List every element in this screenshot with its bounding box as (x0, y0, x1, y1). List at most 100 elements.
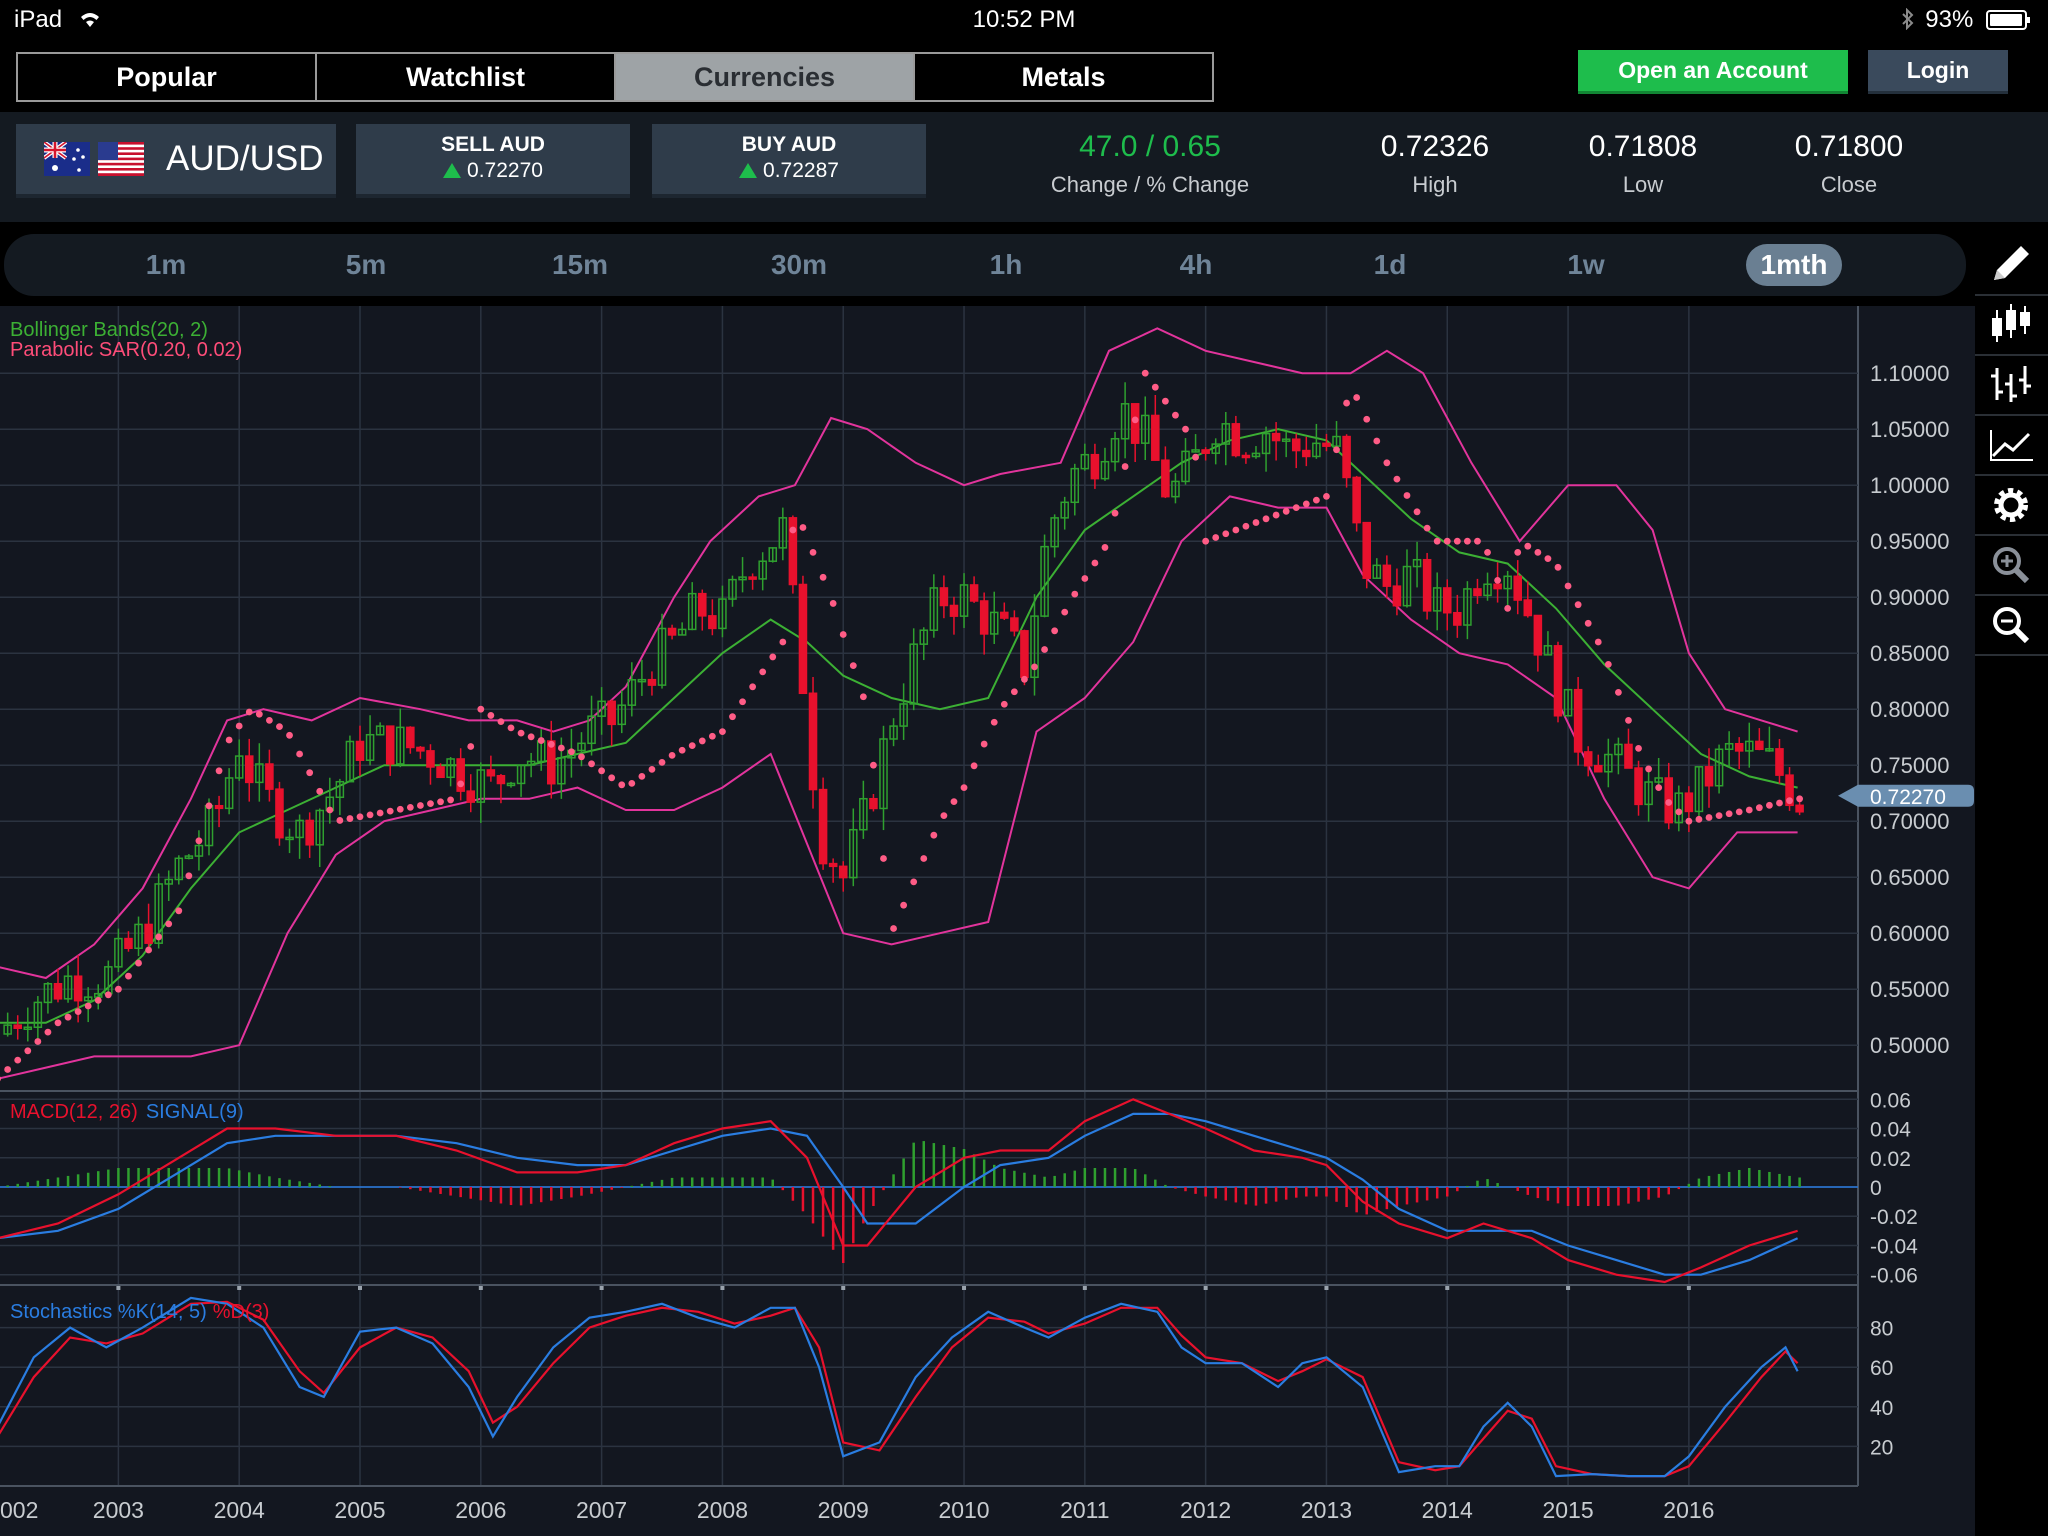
login-button[interactable]: Login (1868, 50, 2008, 94)
settings-button[interactable] (1975, 476, 2048, 536)
sar-dot (165, 920, 173, 928)
candle-body (1040, 545, 1049, 617)
sar-dot (1262, 515, 1270, 523)
sar-dot (366, 811, 374, 819)
candle-body (1795, 804, 1804, 813)
candle-body (627, 679, 637, 706)
close-value: 0.71800 (1794, 130, 1904, 163)
sar-dot (336, 817, 344, 824)
candle-body (234, 755, 244, 779)
zoom-out-button[interactable] (1975, 596, 2048, 656)
sar-dot (1403, 492, 1411, 499)
draw-tool-button[interactable] (1975, 236, 2048, 296)
candlestick-type-button[interactable] (1975, 296, 2048, 356)
tab-metals[interactable]: Metals (915, 54, 1212, 100)
sar-dot (1222, 530, 1230, 538)
sar-dot (1292, 504, 1300, 511)
sar-dot (759, 668, 767, 676)
sar-dot (1766, 801, 1773, 809)
candle-body (1533, 614, 1543, 656)
candle-body (1000, 611, 1009, 619)
candle-body (1553, 645, 1563, 717)
timeframe-1h[interactable]: 1h (989, 249, 1023, 280)
tab-currencies[interactable]: Currencies (616, 54, 915, 100)
timeframe-5m[interactable]: 5m (345, 249, 387, 280)
candle-body (647, 678, 657, 686)
time-tick-label: 2004 (214, 1497, 265, 1523)
candle-body (1130, 403, 1140, 444)
sar-dot (1131, 416, 1139, 424)
sar-dot (296, 750, 303, 758)
sar-dot (1705, 814, 1713, 821)
candle-body (73, 975, 83, 1002)
sar-dot (1514, 549, 1522, 556)
open-account-button[interactable]: Open an Account (1578, 50, 1848, 94)
sar-dot (84, 1002, 92, 1010)
price-tick-label: 0.90000 (1870, 585, 1950, 610)
candle-body (828, 862, 838, 868)
sar-dot (920, 855, 928, 862)
timeframe-30m[interactable]: 30m (770, 249, 828, 280)
sar-dot (255, 710, 263, 718)
candle-body (1070, 467, 1080, 504)
candle-body (1291, 438, 1301, 452)
price-tick-label: 0.65000 (1870, 865, 1950, 890)
sar-dot (1363, 415, 1371, 423)
close-label: Close (1820, 172, 1878, 197)
line-type-button[interactable] (1975, 416, 2048, 476)
price-tick-label: 0.80000 (1870, 697, 1950, 722)
sar-dot (829, 600, 837, 607)
tab-watchlist[interactable]: Watchlist (317, 54, 616, 100)
sar-dot (900, 901, 908, 909)
time-tick-label: 2003 (93, 1497, 144, 1523)
timeframe-1m[interactable]: 1m (145, 249, 187, 280)
candle-body (708, 615, 717, 630)
ohlc-type-button[interactable] (1975, 356, 2048, 416)
buy-label: BUY AUD (741, 133, 837, 156)
sar-dot (497, 718, 505, 726)
sar-dot (940, 812, 948, 819)
sar-dot (1796, 795, 1804, 803)
sar-dot (608, 774, 616, 782)
sar-dot (14, 1056, 22, 1064)
timeframe-1w[interactable]: 1w (1567, 249, 1605, 280)
time-marker (720, 1286, 725, 1290)
candle-body (1010, 617, 1019, 632)
sar-legend: Parabolic SAR(0.20, 0.02) (10, 339, 242, 361)
sar-dot (527, 733, 535, 741)
price-chart[interactable]: 1.10000 1.05000 1.00000 0.95000 0.90000 0.850… (0, 306, 1975, 1536)
timeframe-1d[interactable]: 1d (1373, 249, 1407, 280)
sell-button[interactable]: SELL AUD 0.72270 (356, 124, 630, 198)
time-tick-label: 2009 (818, 1497, 869, 1523)
time-tick-label: 2008 (697, 1497, 748, 1523)
instrument-selector[interactable]: AUD/USD (16, 124, 336, 198)
stochastics-panel (0, 1296, 1799, 1478)
timeframe-15m[interactable]: 15m (551, 249, 609, 280)
candle-body (53, 983, 63, 1000)
wifi-icon (80, 13, 99, 27)
timeframe-4h[interactable]: 4h (1179, 249, 1213, 280)
candle-body (1211, 443, 1220, 454)
timeframe-bar: 1m 5m 15m 30m 1h 4h 1d 1w 1mth (4, 234, 1966, 296)
sar-dot (286, 731, 293, 739)
tab-popular[interactable]: Popular (18, 54, 317, 100)
sar-dot (74, 1008, 82, 1015)
buy-button[interactable]: BUY AUD 0.72287 (652, 124, 926, 198)
sar-dot (809, 549, 817, 556)
candle-body (506, 782, 516, 787)
status-battery: 93% (1901, 6, 2032, 34)
candle-body (446, 758, 455, 779)
sar-dot (1393, 475, 1401, 483)
candle-body (597, 700, 606, 717)
sar-dot (4, 1066, 12, 1073)
sar-dot (1735, 808, 1743, 816)
candle-body (838, 865, 848, 879)
bollinger-legend: Bollinger Bands(20, 2) (10, 319, 208, 341)
timeframe-1mth[interactable]: 1mth (1746, 244, 1842, 286)
candle-body (335, 780, 345, 799)
sar-dot (870, 761, 877, 769)
sar-dot (125, 972, 132, 980)
sar-dot (678, 746, 686, 754)
zoom-in-button[interactable] (1975, 536, 2048, 596)
bluetooth-icon (1902, 7, 1914, 31)
